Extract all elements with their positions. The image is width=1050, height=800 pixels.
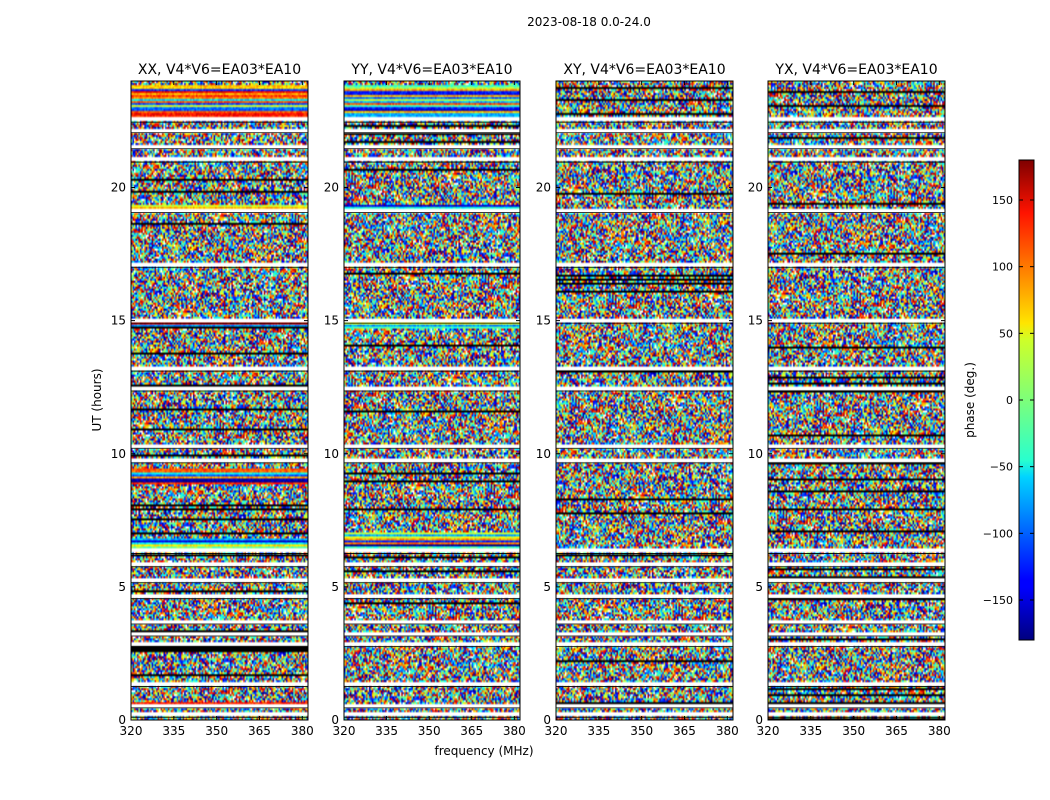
y-tick-label: 10 [111, 447, 126, 461]
x-tick-label: 320 [757, 724, 780, 738]
colorbar-tick-label: −150 [983, 594, 1013, 607]
panel-image [556, 81, 733, 720]
colorbar-gradient [1019, 160, 1034, 640]
panel-frame [343, 80, 521, 721]
colorbar-tick-label: 150 [992, 194, 1013, 207]
x-tick-label: 365 [673, 724, 696, 738]
panel-frame [130, 80, 309, 721]
colorbar: 150 100 50 0 −50 −100 −150 phase (deg.) [963, 159, 1035, 641]
panel-image [344, 81, 520, 720]
x-tick-label: 320 [333, 724, 356, 738]
x-axis-label: frequency (MHz) [434, 744, 533, 758]
x-tick-label: 350 [418, 724, 441, 738]
panel-flag-lines [131, 121, 308, 718]
x-tick-labels: 320 335 350 365 380 [333, 81, 526, 738]
y-tick-labels: 0 5 10 15 20 [748, 181, 945, 727]
panel-flag-lines [556, 121, 733, 718]
y-tick-label: 20 [536, 181, 551, 195]
x-tick-label: 365 [248, 724, 271, 738]
colorbar-tick-label: −50 [990, 461, 1013, 474]
panel-yx: YX, V4*V6=EA03*EA10 320 335 350 365 380 0 5 10… [748, 62, 951, 738]
panel-flag-lines [768, 121, 945, 718]
x-tick-labels: 320 335 350 365 380 [545, 81, 739, 738]
colorbar-ticks: 150 100 50 0 −50 −100 −150 [983, 194, 1034, 607]
y-tick-label: 20 [748, 181, 763, 195]
y-tick-label: 0 [331, 713, 339, 727]
x-tick-labels: 320 335 350 365 380 [120, 81, 314, 738]
y-tick-label: 15 [536, 314, 551, 328]
x-tick-label: 335 [587, 724, 610, 738]
x-tick-label: 350 [205, 724, 228, 738]
y-tick-label: 15 [324, 314, 339, 328]
y-tick-label: 20 [111, 181, 126, 195]
figure-suptitle: 2023-08-18 0.0-24.0 [527, 15, 651, 29]
x-tick-label: 320 [120, 724, 143, 738]
x-tick-label: 335 [162, 724, 185, 738]
panel-image [131, 81, 308, 720]
panel-yy: YY, V4*V6=EA03*EA10 320 335 350 365 380 0 5 10… [324, 62, 526, 738]
colorbar-tick-label: 100 [992, 261, 1013, 274]
y-tick-label: 5 [331, 580, 339, 594]
y-tick-labels: 0 5 10 15 20 [111, 181, 308, 727]
panel-frame [555, 80, 734, 721]
y-tick-label: 5 [543, 580, 551, 594]
x-tick-label: 365 [885, 724, 908, 738]
x-tick-label: 350 [630, 724, 653, 738]
x-tick-label: 350 [842, 724, 865, 738]
y-tick-label: 0 [543, 713, 551, 727]
y-tick-label: 10 [748, 447, 763, 461]
y-tick-labels: 0 5 10 15 20 [536, 181, 733, 727]
panel-frame [767, 80, 946, 721]
panel-title: XX, V4*V6=EA03*EA10 [138, 62, 301, 78]
y-tick-label: 15 [111, 314, 126, 328]
colorbar-tick-label: −100 [983, 527, 1013, 540]
x-tick-label: 380 [291, 724, 314, 738]
x-tick-labels: 320 335 350 365 380 [757, 81, 951, 738]
panel-flag-lines [344, 121, 520, 718]
x-tick-label: 320 [545, 724, 568, 738]
y-axis-label: UT (hours) [90, 368, 104, 431]
y-tick-label: 20 [324, 181, 339, 195]
y-tick-label: 10 [536, 447, 551, 461]
x-tick-label: 335 [375, 724, 398, 738]
y-tick-labels: 0 5 10 15 20 [324, 181, 520, 727]
y-tick-label: 5 [755, 580, 763, 594]
y-tick-label: 0 [755, 713, 763, 727]
panel-xx: XX, V4*V6=EA03*EA10 320 335 350 365 380 0 5 10… [111, 62, 314, 738]
colorbar-label: phase (deg.) [963, 362, 977, 438]
y-tick-label: 5 [118, 580, 126, 594]
y-tick-label: 15 [748, 314, 763, 328]
x-tick-label: 380 [928, 724, 951, 738]
panel-title: YY, V4*V6=EA03*EA10 [350, 62, 512, 78]
panel-title: YX, V4*V6=EA03*EA10 [774, 62, 937, 78]
colorbar-tick-label: 50 [999, 327, 1013, 340]
panel-xy: XY, V4*V6=EA03*EA10 320 335 350 365 380 0 5 10… [536, 62, 739, 738]
y-tick-label: 0 [118, 713, 126, 727]
x-tick-label: 380 [716, 724, 739, 738]
x-tick-label: 365 [460, 724, 483, 738]
panel-title: XY, V4*V6=EA03*EA10 [563, 62, 725, 78]
colorbar-tick-label: 0 [1006, 394, 1013, 407]
x-tick-label: 335 [799, 724, 822, 738]
y-tick-label: 10 [324, 447, 339, 461]
x-tick-label: 380 [503, 724, 526, 738]
panel-image [768, 81, 945, 720]
